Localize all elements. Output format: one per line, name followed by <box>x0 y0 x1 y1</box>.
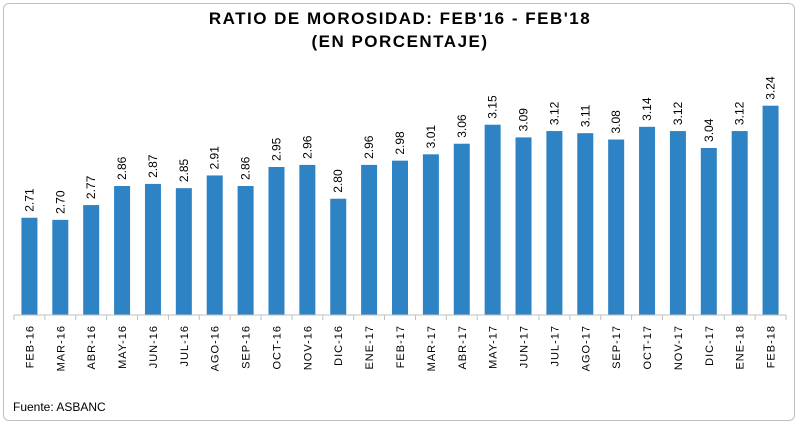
category-label: JUN-17 <box>519 325 531 368</box>
value-label: 2.98 <box>393 131 407 155</box>
value-label: 3.09 <box>517 108 531 132</box>
value-label: 2.96 <box>300 135 314 159</box>
value-label: 2.95 <box>269 137 283 161</box>
value-label: 3.01 <box>424 125 438 149</box>
bar <box>608 139 625 315</box>
category-label: JUL-17 <box>549 325 561 366</box>
category-label: JUN-16 <box>148 325 160 368</box>
value-label: 3.15 <box>486 95 500 119</box>
value-labels-group: 2.71 2.70 2.77 2.86 2.87 2.85 2.91 2.86 2.95 2.96… <box>22 76 777 214</box>
value-label: 3.24 <box>764 76 778 100</box>
category-label: NOV-16 <box>302 325 314 370</box>
chart-subtitle: (EN PORCENTAJE) <box>311 32 489 51</box>
category-labels-group: FEB-16 MAR-16 ABR-16 MAY-16 JUN-16 JUL-16 AGO-… <box>24 325 777 371</box>
bar <box>83 205 100 315</box>
bar <box>484 124 501 316</box>
bar <box>577 133 594 315</box>
category-label: FEB-17 <box>395 325 407 368</box>
bar <box>639 126 656 315</box>
bar <box>515 137 532 315</box>
value-label: 2.96 <box>362 135 376 159</box>
category-label: FEB-18 <box>766 325 778 368</box>
bar <box>21 217 38 315</box>
bar <box>330 198 347 315</box>
value-label: 2.86 <box>239 156 253 180</box>
bar <box>114 186 131 315</box>
bar <box>422 154 439 315</box>
bar <box>237 186 254 315</box>
bar <box>762 105 779 315</box>
category-label: SEP-17 <box>611 325 623 369</box>
value-label: 3.14 <box>640 97 654 121</box>
category-label: OCT-16 <box>271 325 283 370</box>
bar <box>546 131 563 315</box>
bar <box>175 188 192 315</box>
category-label: JUL-16 <box>179 325 191 366</box>
bar <box>669 131 686 315</box>
value-label: 2.77 <box>84 175 98 199</box>
bar <box>144 183 161 315</box>
bar <box>52 219 69 315</box>
bar <box>268 167 285 315</box>
category-label: NOV-17 <box>673 325 685 370</box>
category-label: SEP-16 <box>241 325 253 369</box>
value-label: 2.86 <box>115 156 129 180</box>
chart-title: RATIO DE MOROSIDAD: FEB'16 - FEB'18 <box>208 9 592 28</box>
bar <box>299 164 316 315</box>
value-label: 3.06 <box>455 114 469 138</box>
value-label: 2.91 <box>208 146 222 170</box>
value-label: 3.12 <box>671 101 685 125</box>
category-label: MAR-17 <box>426 325 438 371</box>
category-label: DIC-16 <box>333 325 345 366</box>
bar <box>453 143 470 315</box>
category-label: AGO-17 <box>580 325 592 371</box>
value-label: 3.08 <box>609 110 623 134</box>
category-label: OCT-17 <box>642 325 654 370</box>
bar <box>206 175 223 315</box>
value-label: 3.04 <box>702 118 716 142</box>
value-label: 2.70 <box>53 190 67 214</box>
source-note: Fuente: ASBANC <box>13 400 106 414</box>
bar <box>392 160 408 315</box>
category-label: FEB-16 <box>24 325 36 368</box>
bar <box>700 147 717 315</box>
value-label: 2.80 <box>331 169 345 193</box>
category-label: ABR-17 <box>457 325 469 370</box>
category-label: MAR-16 <box>55 325 67 371</box>
value-label: 3.11 <box>578 104 592 127</box>
category-label: AGO-16 <box>210 325 222 371</box>
bar <box>731 131 748 315</box>
category-label: MAY-17 <box>488 325 500 369</box>
x-axis-ticks-group <box>13 315 787 320</box>
bar <box>361 164 378 315</box>
category-label: ENE-18 <box>735 325 747 370</box>
category-label: ABR-16 <box>86 325 98 370</box>
value-label: 2.71 <box>22 188 36 212</box>
value-label: 2.87 <box>146 154 160 178</box>
bars-group <box>21 105 779 316</box>
category-label: MAY-16 <box>117 325 129 369</box>
value-label: 2.85 <box>177 158 191 182</box>
value-label: 3.12 <box>733 101 747 125</box>
category-label: DIC-17 <box>704 325 716 366</box>
category-label: ENE-17 <box>364 325 376 370</box>
value-label: 3.12 <box>547 101 561 125</box>
